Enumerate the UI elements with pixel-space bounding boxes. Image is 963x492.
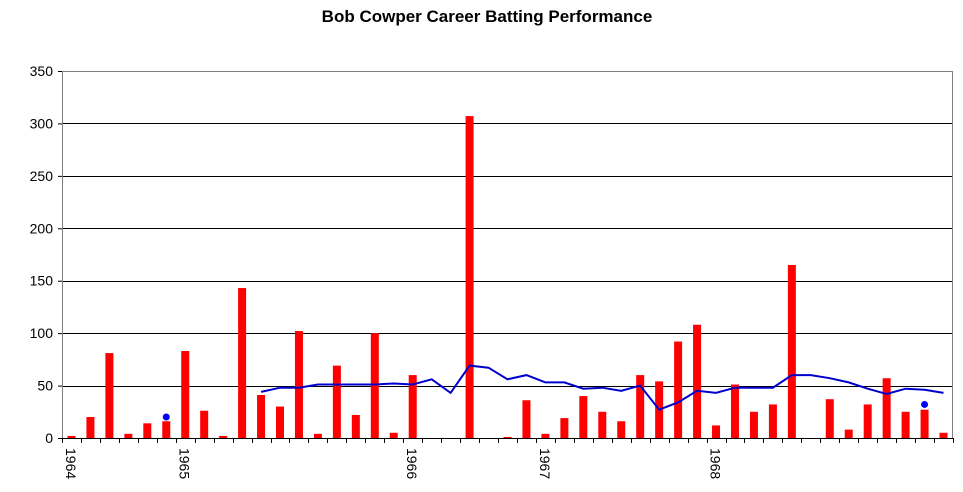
bar (503, 436, 512, 438)
bar (768, 404, 777, 438)
bar (749, 411, 758, 438)
bar (598, 411, 607, 438)
bar (825, 399, 834, 438)
bar (920, 409, 929, 438)
bar (332, 365, 341, 438)
x-tick-label-year: 1964 (63, 448, 79, 479)
chart-title: Bob Cowper Career Batting Performance (322, 7, 653, 26)
bar (541, 433, 550, 438)
bar (105, 353, 114, 438)
bar (787, 264, 796, 438)
y-tick-label: 100 (30, 325, 54, 341)
average-line (260, 364, 944, 411)
bar (238, 288, 247, 438)
x-tick-label-year: 1967 (537, 448, 553, 479)
bar (162, 421, 171, 438)
bar (560, 418, 569, 438)
gridlines (62, 71, 953, 387)
bar (294, 331, 303, 438)
bar (257, 395, 266, 438)
y-tick-label: 350 (30, 63, 54, 79)
bar (674, 341, 683, 438)
bar (276, 406, 285, 438)
x-tick-label-year: 1966 (404, 448, 420, 479)
y-tick-label: 50 (37, 378, 53, 394)
bar (693, 324, 702, 438)
bar (200, 410, 209, 438)
bar (636, 375, 645, 438)
average-line-series (260, 364, 944, 411)
bar (882, 378, 891, 438)
bar (863, 404, 872, 438)
axes (62, 71, 953, 439)
y-tick-label: 150 (30, 273, 54, 289)
bar (389, 432, 398, 438)
bar (522, 400, 531, 438)
bar (124, 433, 133, 438)
bar (712, 425, 721, 438)
not-out-markers (162, 400, 929, 421)
bar (351, 414, 360, 438)
bar (67, 435, 76, 438)
not-out-marker (162, 413, 170, 421)
bar (181, 350, 190, 438)
y-axis-ticks: 0 50 100 150 200 250 300 350 (30, 63, 62, 446)
bar (617, 421, 626, 438)
bar (370, 333, 379, 438)
bar (579, 396, 588, 438)
bar (844, 429, 853, 438)
y-tick-label: 300 (30, 115, 54, 131)
bar (901, 411, 910, 438)
x-tick-label-year: 1968 (708, 448, 724, 479)
bar-series (67, 116, 948, 439)
bar (143, 423, 152, 438)
bar (219, 435, 228, 438)
bar (408, 375, 417, 438)
x-axis-ticks: 1964 1965 1966 1967 1968 (62, 438, 954, 479)
y-tick-label: 0 (45, 430, 53, 446)
bar (939, 432, 948, 438)
y-tick-label: 200 (30, 220, 54, 236)
x-tick-label-year: 1965 (177, 448, 193, 479)
y-tick-label: 250 (30, 168, 54, 184)
not-out-marker (921, 400, 929, 408)
bar (465, 116, 474, 439)
bar (313, 433, 322, 438)
bar (86, 417, 95, 438)
bar (730, 384, 739, 438)
